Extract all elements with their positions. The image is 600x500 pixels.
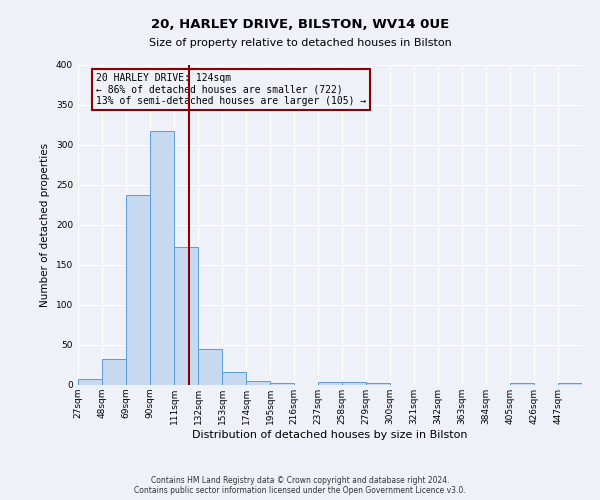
Bar: [222, 372, 246, 385]
Text: Contains HM Land Registry data © Crown copyright and database right 2024.: Contains HM Land Registry data © Crown c…: [151, 476, 449, 485]
Text: Contains public sector information licensed under the Open Government Licence v3: Contains public sector information licen…: [134, 486, 466, 495]
Bar: [270, 382, 294, 385]
Bar: [78, 378, 102, 385]
Bar: [558, 384, 582, 385]
Bar: [342, 382, 366, 385]
Bar: [150, 130, 174, 385]
Bar: [318, 382, 342, 385]
Text: Size of property relative to detached houses in Bilston: Size of property relative to detached ho…: [149, 38, 451, 48]
Bar: [246, 381, 270, 385]
Bar: [102, 360, 126, 385]
Bar: [510, 382, 534, 385]
Bar: [126, 194, 150, 385]
Bar: [174, 246, 198, 385]
Bar: [366, 382, 390, 385]
Y-axis label: Number of detached properties: Number of detached properties: [40, 143, 50, 307]
X-axis label: Distribution of detached houses by size in Bilston: Distribution of detached houses by size …: [192, 430, 468, 440]
Text: 20, HARLEY DRIVE, BILSTON, WV14 0UE: 20, HARLEY DRIVE, BILSTON, WV14 0UE: [151, 18, 449, 30]
Text: 20 HARLEY DRIVE: 124sqm
← 86% of detached houses are smaller (722)
13% of semi-d: 20 HARLEY DRIVE: 124sqm ← 86% of detache…: [95, 73, 366, 106]
Bar: [198, 349, 222, 385]
